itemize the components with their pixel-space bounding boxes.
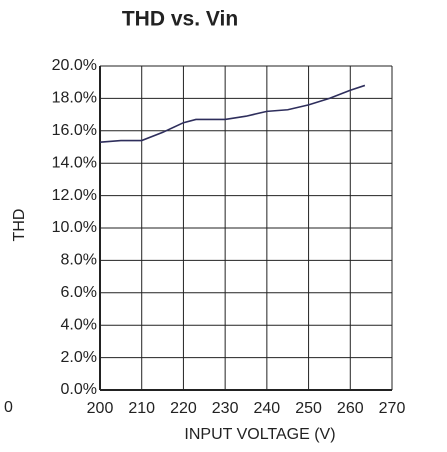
y-tick-label: 12.0% — [52, 187, 97, 204]
x-tick-label: 240 — [254, 400, 281, 417]
y-tick-label: 16.0% — [52, 122, 97, 139]
y-tick-label: 6.0% — [61, 284, 97, 301]
annotation: 0 — [4, 399, 13, 416]
y-tick-label: 20.0% — [52, 57, 97, 74]
y-axis-label: THD — [11, 209, 28, 242]
x-tick-label: 200 — [87, 400, 114, 417]
x-tick-label: 220 — [170, 400, 197, 417]
chart-title: THD vs. Vin — [122, 8, 238, 31]
x-axis-label: INPUT VOLTAGE (V) — [184, 426, 335, 443]
y-tick-label: 4.0% — [61, 316, 97, 333]
y-tick-label: 8.0% — [61, 252, 97, 269]
x-tick-label: 210 — [128, 400, 155, 417]
y-tick-label: 10.0% — [52, 219, 97, 236]
x-tick-label: 230 — [212, 400, 239, 417]
y-tick-label: 14.0% — [52, 154, 97, 171]
x-tick-label: 260 — [337, 400, 364, 417]
data-line — [99, 84, 366, 143]
x-tick-label: 250 — [295, 400, 322, 417]
y-tick-label: 2.0% — [61, 349, 97, 366]
x-tick-label: 270 — [379, 400, 406, 417]
y-tick-label: 0.0% — [61, 381, 97, 398]
y-tick-label: 18.0% — [52, 90, 97, 107]
